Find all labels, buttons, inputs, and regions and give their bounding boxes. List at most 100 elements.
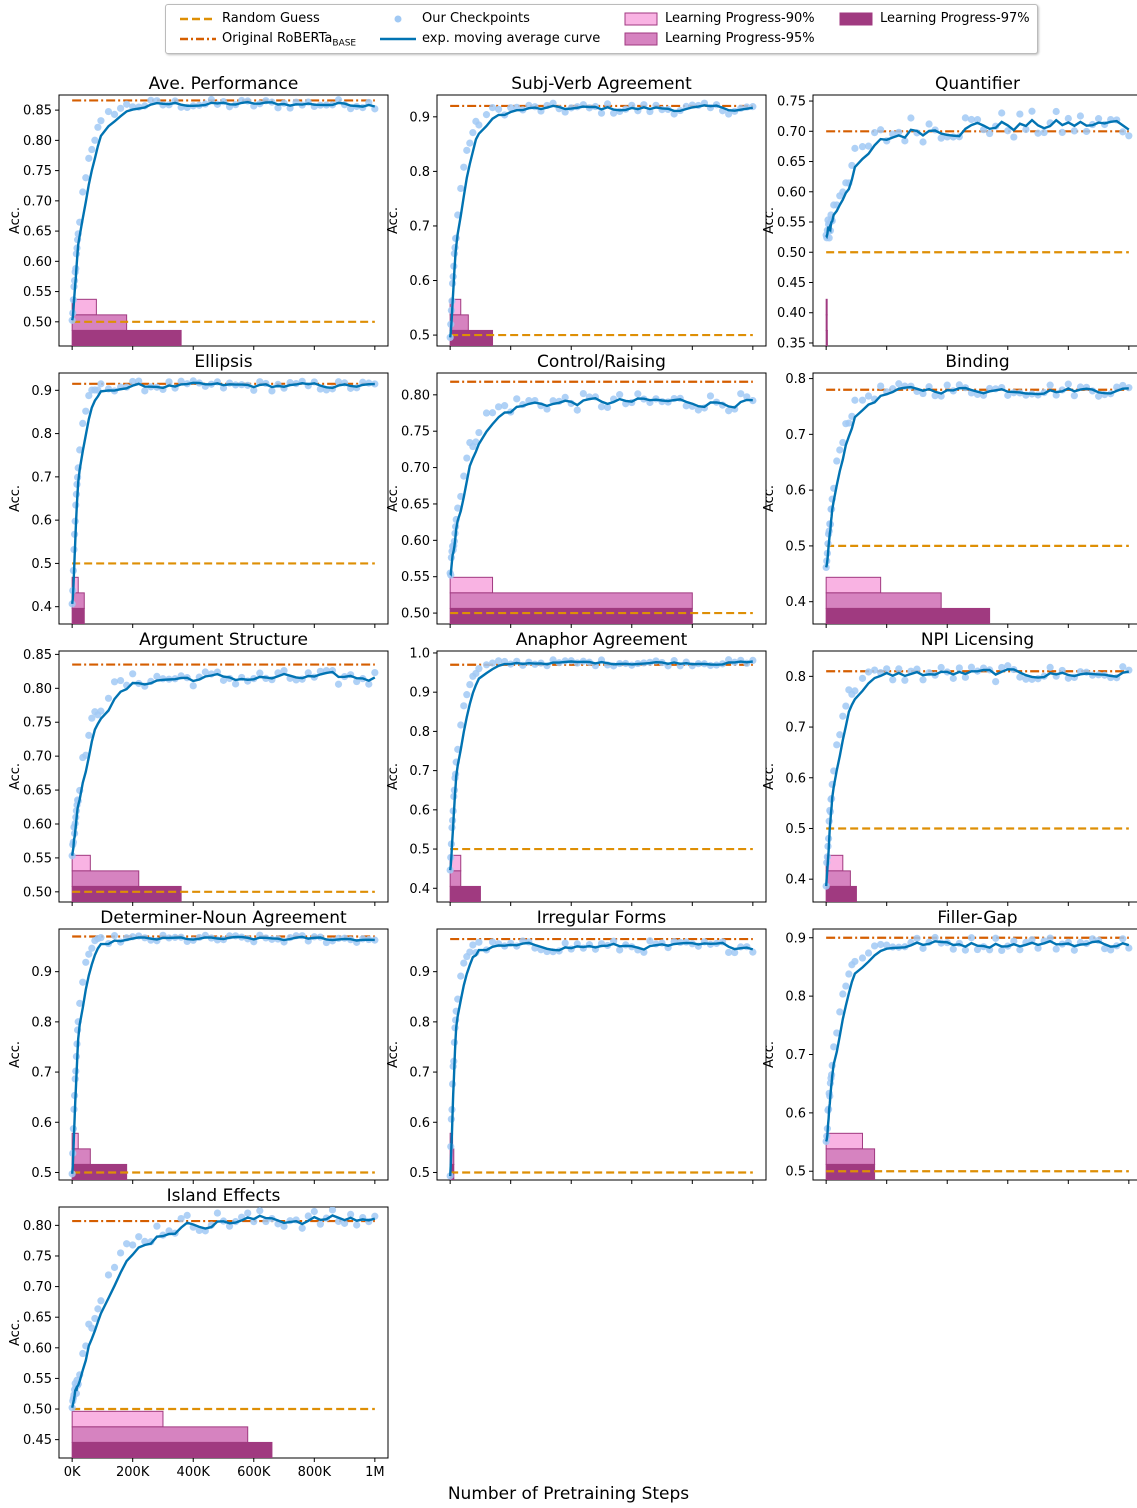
- plot-area: [68, 377, 379, 624]
- y-tick-label: 0.9: [31, 384, 52, 399]
- legend-label-original-roberta: Original RoBERTaBASE: [222, 31, 357, 49]
- learning-progress-bar-90: [825, 576, 882, 594]
- checkpoint-point: [513, 395, 521, 403]
- checkpoint-point: [883, 941, 891, 949]
- learning-progress-bar-95: [825, 314, 828, 331]
- ema-curve: [71, 935, 375, 1174]
- y-tick-label: 0.9: [409, 110, 430, 125]
- checkpoint-point: [123, 100, 131, 108]
- y-tick-label: 0.50: [23, 885, 52, 900]
- y-tick-label: 0.8: [31, 1015, 52, 1030]
- y-tick-label: 0.4: [785, 595, 806, 610]
- ema-curve: [71, 381, 375, 605]
- checkpoint-point: [858, 954, 867, 962]
- checkpoint-point: [123, 1240, 131, 1248]
- checkpoint-point: [877, 126, 885, 134]
- checkpoint-point: [177, 377, 185, 385]
- subplot-title: NPI Licensing: [921, 630, 1034, 650]
- y-tick-label: 0.6: [409, 274, 430, 289]
- checkpoint-point: [1016, 673, 1024, 681]
- x-tick-label: 600K: [237, 1465, 271, 1480]
- checkpoint-point: [116, 1249, 125, 1257]
- y-tick-label: 0.7: [31, 470, 52, 485]
- learning-progress-bar-95: [825, 870, 851, 887]
- y-tick-label: 0.7: [785, 1048, 806, 1063]
- checkpoint-point: [340, 1219, 349, 1227]
- checkpoint-point: [469, 129, 477, 137]
- plot-area: [68, 931, 379, 1180]
- y-tick-label: 0.9: [31, 965, 52, 980]
- checkpoint-point: [967, 115, 976, 124]
- y-tick-label: 0.65: [23, 784, 52, 799]
- plot-area: [446, 937, 757, 1180]
- ema-curve: [449, 941, 754, 1177]
- checkpoint-point: [1016, 110, 1024, 118]
- plot-area: [446, 656, 757, 902]
- subplot-title: Anaphor Agreement: [516, 630, 688, 650]
- subplot-title: Ellipsis: [194, 352, 252, 372]
- checkpoint-point: [488, 659, 497, 667]
- subplot-ave-performance: 0.50 0.55 0.60 0.65 0.70 0.75 0.80 0.85 Acc. Ave.…: [8, 74, 389, 350]
- checkpoint-point: [634, 390, 642, 398]
- checkpoint-point: [858, 143, 867, 151]
- learning-progress-bar-97: [71, 1441, 273, 1458]
- plot-area: [822, 107, 1133, 346]
- learning-progress-bar-97: [71, 329, 182, 346]
- checkpoint-point: [1094, 115, 1103, 123]
- y-axis-label: Acc.: [386, 763, 401, 790]
- checkpoint-point: [262, 1217, 270, 1226]
- learning-progress-bar-97: [825, 329, 828, 346]
- x-tick-label: 800K: [298, 1465, 332, 1480]
- subplot-title: Determiner-Noun Agreement: [100, 908, 347, 928]
- x-axis-label: Number of Pretraining Steps: [447, 1484, 690, 1504]
- learning-progress-bar-90: [449, 576, 494, 594]
- y-tick-label: 0.55: [23, 851, 52, 866]
- y-axis-label: Acc.: [762, 1041, 777, 1068]
- checkpoint-point: [1004, 391, 1012, 399]
- checkpoint-point: [1046, 934, 1054, 942]
- y-axis-label: Acc.: [8, 485, 23, 512]
- checkpoint-point: [1040, 128, 1048, 137]
- checkpoint-point: [280, 1222, 288, 1230]
- checkpoint-point: [836, 1008, 844, 1016]
- checkpoint-point: [219, 384, 228, 392]
- checkpoint-point: [1028, 107, 1036, 115]
- y-axis-label: Acc.: [386, 1041, 401, 1068]
- y-tick-label: 0.40: [777, 306, 806, 321]
- checkpoint-point: [466, 948, 474, 956]
- checkpoint-point: [822, 882, 830, 890]
- checkpoint-point: [488, 409, 497, 417]
- checkpoint-point: [91, 136, 99, 144]
- y-tick-label: 0.6: [785, 1106, 806, 1121]
- legend-label-our-checkpoints: Our Checkpoints: [422, 11, 530, 26]
- checkpoint-point: [955, 664, 963, 672]
- checkpoint-point: [858, 396, 867, 404]
- plot-area: [68, 663, 379, 902]
- checkpoint-point: [466, 680, 474, 689]
- checkpoint-point: [460, 702, 468, 710]
- checkpoint-point: [822, 563, 830, 572]
- y-tick-label: 0.9: [785, 931, 806, 946]
- y-tick-label: 0.8: [409, 725, 430, 740]
- checkpoint-point: [85, 950, 93, 958]
- y-tick-label: 0.6: [31, 514, 52, 529]
- checkpoint-point: [334, 680, 343, 688]
- checkpoint-point: [195, 1226, 203, 1235]
- checkpoint-point: [1119, 128, 1127, 136]
- plot-frame: [812, 650, 1137, 903]
- checkpoint-point: [731, 948, 739, 957]
- checkpoint-point: [207, 95, 215, 104]
- legend-label-ema-curve: exp. moving average curve: [422, 31, 601, 46]
- checkpoint-point: [725, 407, 733, 415]
- checkpoint-point: [842, 982, 850, 990]
- checkpoint-point: [1034, 129, 1042, 137]
- checkpoint-point: [85, 391, 93, 400]
- checkpoint-point: [919, 138, 927, 146]
- y-tick-label: 0.7: [409, 764, 430, 779]
- y-tick-label: 0.80: [23, 134, 52, 149]
- y-tick-label: 0.50: [777, 246, 806, 261]
- checkpoint-point: [475, 665, 483, 673]
- checkpoint-point: [725, 948, 733, 957]
- checkpoint-point: [877, 382, 885, 390]
- checkpoint-point: [365, 680, 373, 688]
